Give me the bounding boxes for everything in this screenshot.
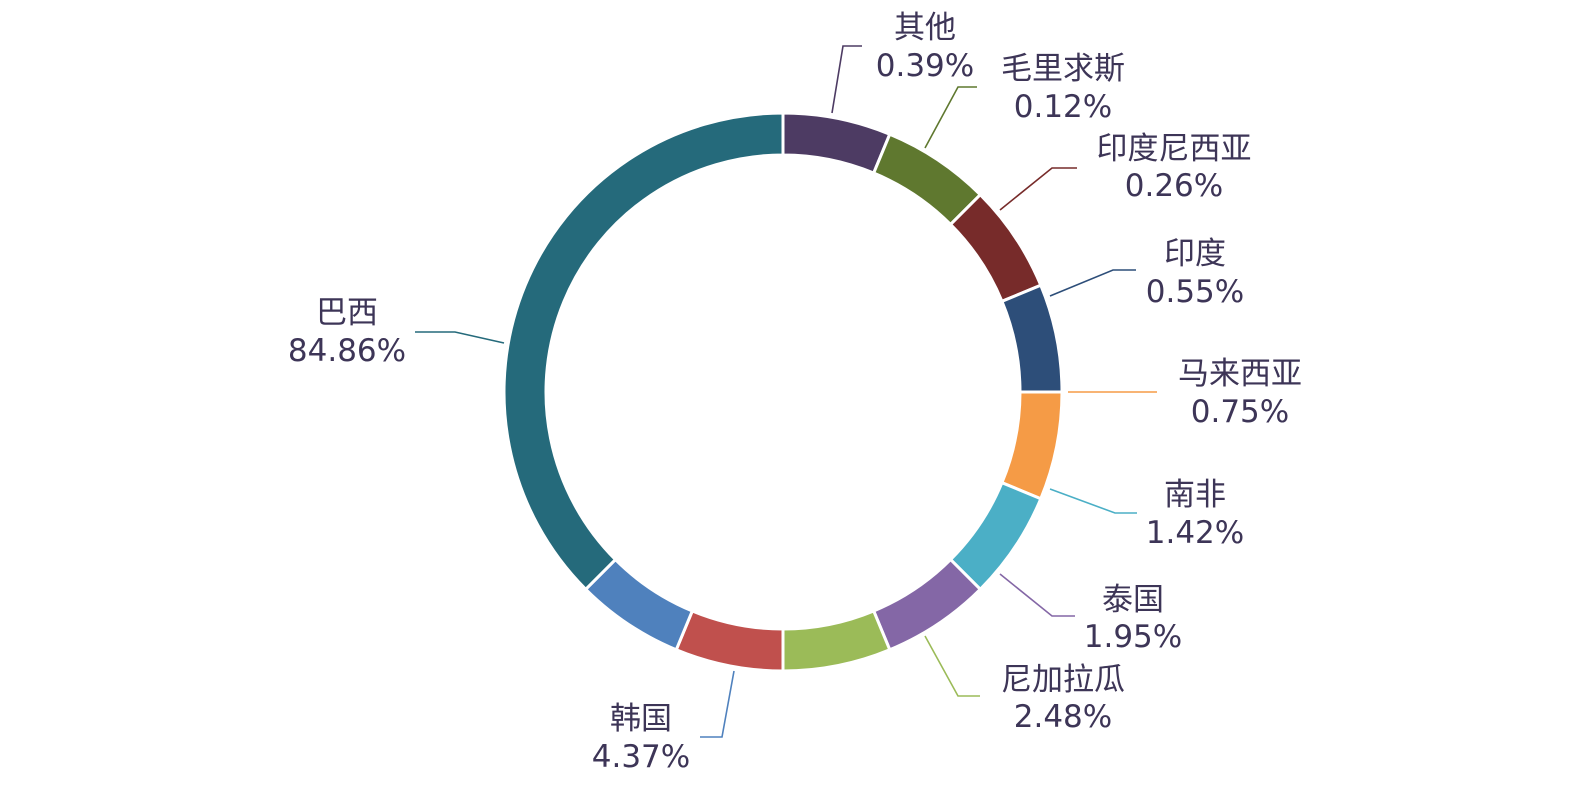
slice-label-pct-6: 1.95% <box>1084 619 1182 655</box>
donut-segments <box>502 111 1064 673</box>
donut-slice-4 <box>1000 390 1064 501</box>
leader-line-3 <box>1049 269 1136 297</box>
slice-label-name-7: 尼加拉瓜 <box>1001 662 1125 698</box>
leader-line-9 <box>700 670 735 738</box>
donut-slice-6 <box>871 557 983 652</box>
slice-label-pct-0: 0.39% <box>876 48 974 84</box>
leader-line-7 <box>924 635 980 697</box>
slice-label-name-3: 印度 <box>1164 236 1226 272</box>
slice-label-pct-3: 0.55% <box>1146 274 1244 310</box>
slice-label-pct-10: 84.86% <box>288 333 406 369</box>
donut-slice-2 <box>948 192 1043 304</box>
slice-label-name-10: 巴西 <box>316 295 378 331</box>
slice-label-pct-5: 1.42% <box>1146 515 1244 551</box>
leader-lines <box>415 45 1157 738</box>
slice-label-name-2: 印度尼西亚 <box>1097 131 1252 167</box>
leader-line-1 <box>924 86 977 149</box>
donut-slice-10 <box>502 111 785 592</box>
leader-line-10 <box>415 331 505 344</box>
slice-label-pct-4: 0.75% <box>1191 394 1289 430</box>
donut-slice-3 <box>1000 283 1064 394</box>
slice-label-name-5: 南非 <box>1164 477 1226 513</box>
donut-slice-0 <box>781 111 892 176</box>
slice-label-name-4: 马来西亚 <box>1178 356 1302 392</box>
leader-line-6 <box>999 573 1075 617</box>
leader-line-0 <box>831 45 862 114</box>
leader-line-5 <box>1049 488 1137 514</box>
slice-label-pct-2: 0.26% <box>1125 168 1223 204</box>
leader-line-2 <box>999 167 1077 211</box>
donut-slice-7 <box>781 608 892 673</box>
donut-slice-8 <box>674 608 785 673</box>
slice-label-name-6: 泰国 <box>1102 582 1164 618</box>
slice-label-name-9: 韩国 <box>610 701 672 737</box>
slice-label-name-1: 毛里求斯 <box>1001 51 1125 87</box>
slice-label-pct-9: 4.37% <box>592 739 690 775</box>
slice-label-pct-1: 0.12% <box>1014 89 1112 125</box>
slice-label-pct-7: 2.48% <box>1014 699 1112 735</box>
slice-label-name-0: 其他 <box>894 10 956 46</box>
